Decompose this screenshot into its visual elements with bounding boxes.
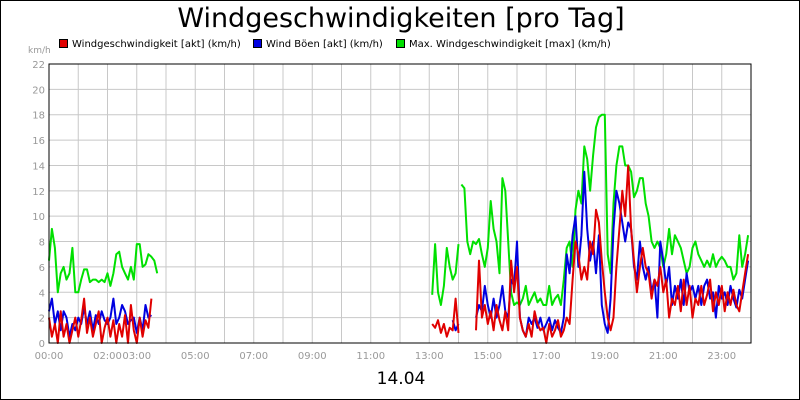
y-tick-label: 2 (39, 314, 45, 325)
plot-area-border (48, 63, 752, 344)
x-tick-label: 11:00 (356, 351, 385, 362)
y-tick-label: 18 (32, 111, 45, 122)
x-tick-label: 07:00 (239, 351, 268, 362)
y-tick-label: 16 (32, 136, 45, 147)
series-line (431, 243, 460, 306)
x-tick-label: 13:00 (415, 351, 444, 362)
legend-item-max-wind: Max. Windgeschwindigkeit [max] (km/h) (396, 39, 611, 50)
x-tick-label: 15:00 (473, 351, 502, 362)
legend-label-max-wind: Max. Windgeschwindigkeit [max] (km/h) (409, 39, 611, 50)
x-tick-label: 05:00 (181, 351, 210, 362)
x-tick-label: 21:00 (649, 351, 678, 362)
y-axis-ticks: 0 2 4 6 8 10 12 14 16 18 20 22 (32, 60, 45, 350)
series-line (48, 297, 153, 344)
x-tick-label: 23:00 (707, 351, 736, 362)
series-line (48, 227, 159, 294)
x-tick-label: 00:00 (35, 351, 64, 362)
legend-swatch-max-wind (396, 39, 405, 48)
legend-label-wind-speed: Windgeschwindigkeit [akt] (km/h) (72, 39, 241, 50)
y-tick-label: 4 (39, 288, 45, 299)
y-tick-label: 14 (32, 161, 45, 172)
legend-swatch-wind-speed (59, 39, 68, 48)
y-tick-label: 10 (32, 212, 45, 223)
y-tick-label: 6 (39, 263, 45, 274)
series-line (475, 164, 750, 344)
legend-item-gusts: Wind Böen [akt] (km/h) (253, 39, 383, 50)
y-unit-label: km/h (28, 46, 51, 56)
x-tick-label: 03:00 (122, 351, 151, 362)
y-tick-label: 22 (32, 60, 45, 71)
y-tick-label: 0 (39, 339, 45, 350)
y-tick-label: 20 (32, 85, 45, 96)
legend-swatch-gusts (253, 39, 262, 48)
x-tick-label: 19:00 (590, 351, 619, 362)
chart-grid (49, 63, 751, 344)
x-tick-label: 02:00 (93, 351, 122, 362)
series-line (460, 113, 750, 306)
chart-title: Windgeschwindigkeiten [pro Tag] (177, 3, 625, 34)
series-line (431, 297, 460, 338)
x-tick-label: 17:00 (532, 351, 561, 362)
y-tick-label: 12 (32, 187, 45, 198)
date-label: 14.04 (376, 369, 426, 389)
x-axis-ticks: 00:00 02:00 03:00 05:00 07:00 09:00 11:00 13:00… (35, 351, 737, 362)
x-tick-label: 09:00 (298, 351, 327, 362)
y-tick-label: 8 (39, 238, 45, 249)
legend-label-gusts: Wind Böen [akt] (km/h) (266, 39, 383, 50)
legend-item-wind-speed: Windgeschwindigkeit [akt] (km/h) (59, 39, 241, 50)
chart-series (48, 113, 750, 344)
